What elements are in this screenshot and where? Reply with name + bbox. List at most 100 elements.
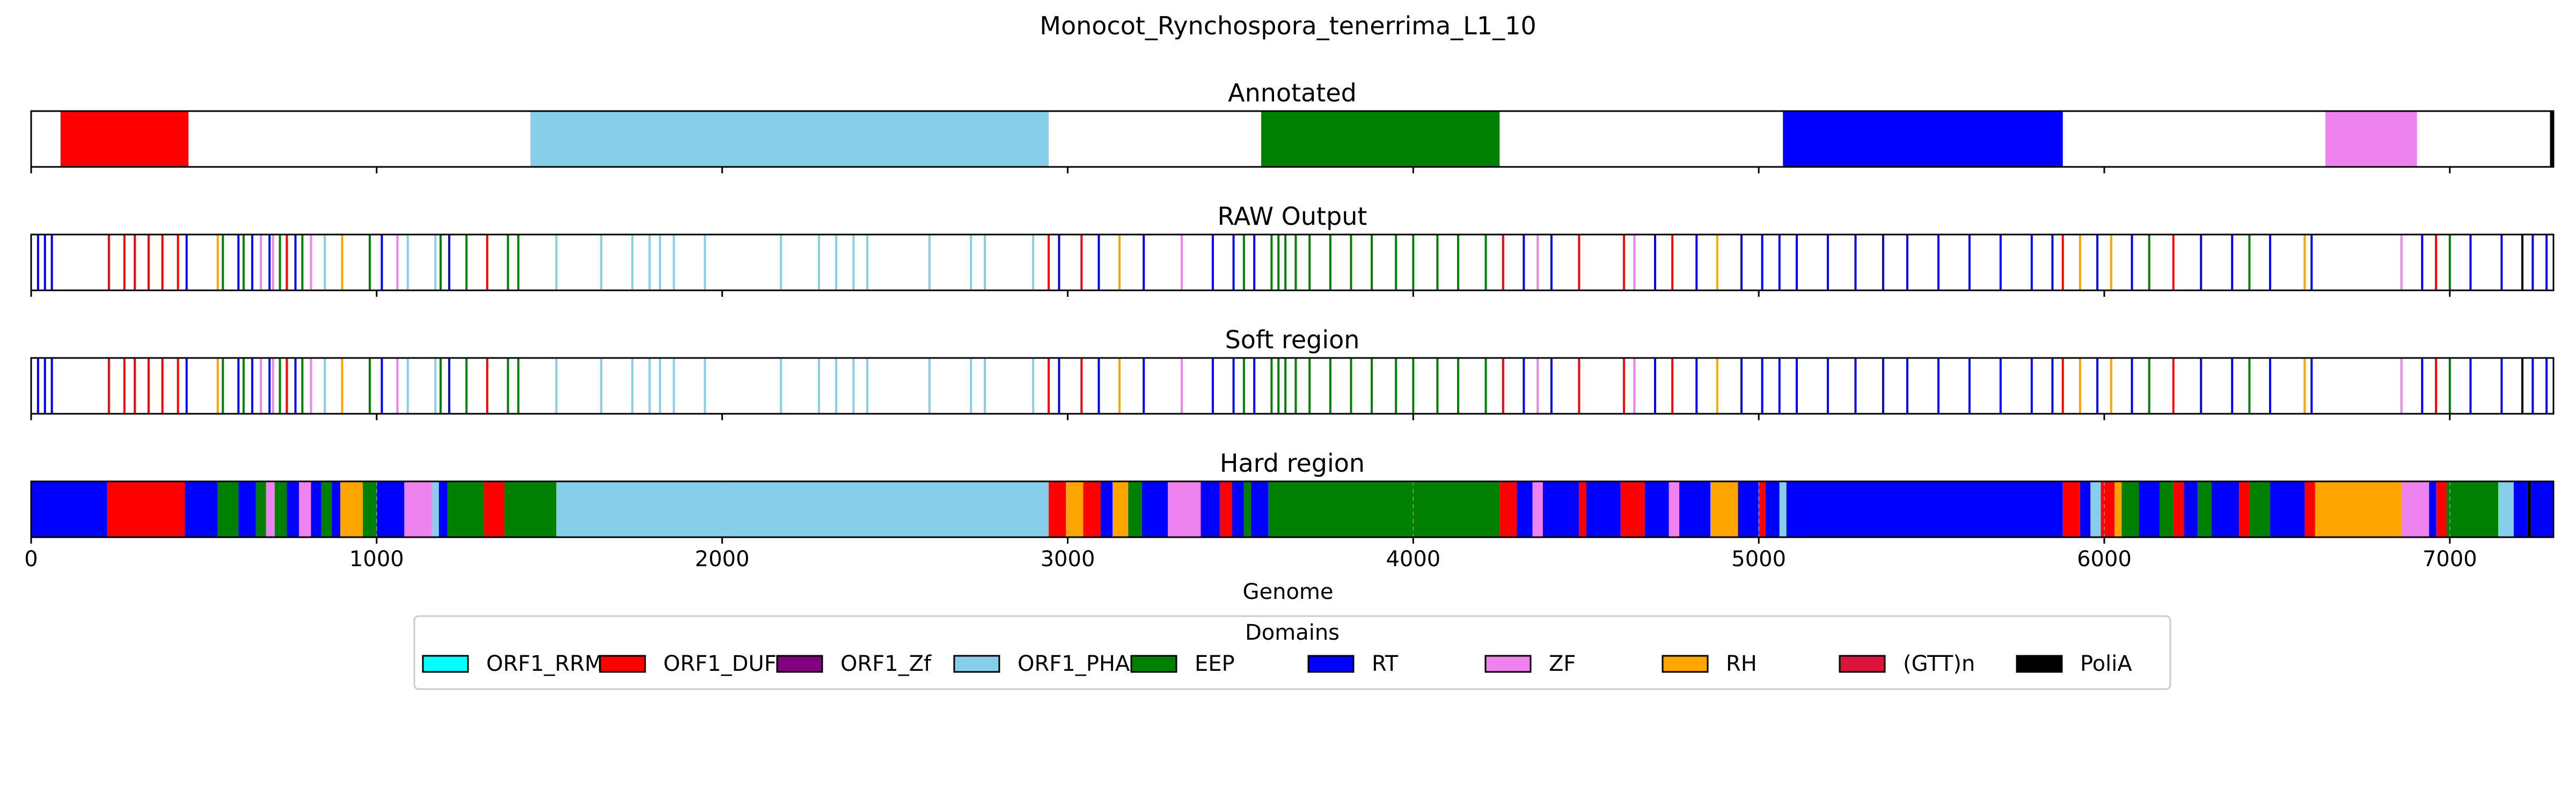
panel-hard-region: Hard region (30, 449, 2555, 544)
legend-label: ORF1_Zf (840, 652, 932, 676)
x-axis-label: Genome (1242, 580, 1333, 604)
segment-rt (1738, 481, 1759, 537)
segment-eep (2121, 481, 2139, 537)
panel-soft-region: Soft region (30, 325, 2555, 420)
legend-swatch (1662, 655, 1709, 673)
segment-rh (2114, 481, 2122, 537)
panel-frame (30, 233, 2555, 291)
segment-eep (1268, 481, 1500, 537)
legend-entry-rt: RT (1307, 652, 1399, 676)
segment-orf1-duf (107, 481, 185, 537)
segment-rt (332, 481, 341, 537)
segment-eep (2197, 481, 2212, 537)
segment-zf (404, 481, 432, 537)
segment-eep (274, 481, 287, 537)
segment-orf1-duf (2101, 481, 2115, 537)
segment-rt (1141, 481, 1168, 537)
panel-frame (30, 110, 2555, 168)
legend: Domains ORF1_RRM ORF1_DUF ORF1_Zf ORF1_PHA EE… (413, 615, 2171, 690)
segment-rt (376, 481, 405, 537)
segment-rt (2429, 481, 2436, 537)
legend-swatch (1130, 655, 1177, 673)
segment-zf (298, 481, 311, 537)
segment-zf (1532, 481, 1543, 537)
panel-title: Soft region (1225, 325, 1360, 354)
segment-orf1-duf (60, 111, 188, 167)
segment-orf1-duf (1759, 481, 1766, 537)
legend-swatch (422, 655, 469, 673)
legend-title: Domains (1245, 620, 1340, 645)
segment-zf (266, 481, 275, 537)
legend-entry-orf1-zf: ORF1_Zf (776, 652, 932, 676)
segment-zf (2401, 481, 2429, 537)
segment-rt (287, 481, 299, 537)
segment-rt (238, 481, 256, 537)
legend-entry-orf1-duf: ORF1_DUF (599, 652, 777, 676)
legend-label: RT (1372, 652, 1399, 676)
segment-rt (1679, 481, 1711, 537)
segment-zf (1168, 481, 1201, 537)
legend-swatch (2016, 655, 2063, 673)
segment-orf1-pha (1779, 481, 1787, 537)
legend-swatch (1839, 655, 1886, 673)
segment-orf1-duf (484, 481, 505, 537)
x-tick-label: 7000 (2423, 547, 2477, 572)
segment-rt (438, 481, 448, 537)
panel-title: RAW Output (1218, 202, 1367, 231)
segment-eep (2160, 481, 2174, 537)
segment-eep (363, 481, 377, 537)
panel-frame (30, 357, 2555, 415)
segment-eep (2446, 481, 2498, 537)
segment-rt (2531, 481, 2553, 537)
segment-orf1-duf (2436, 481, 2447, 537)
segment-rt (1783, 111, 2063, 167)
segment-rh (1066, 481, 1084, 537)
legend-entry-orf1-rrm: ORF1_RRM (422, 652, 603, 676)
segment-eep (504, 481, 557, 537)
segment-zf (1668, 481, 1680, 537)
segment-orf1-duf (1579, 481, 1586, 537)
segment-rt (1100, 481, 1113, 537)
panel-raw-output: RAW Output (30, 202, 2555, 297)
x-tick-label: 1000 (349, 547, 404, 572)
segment-orf1-pha (530, 111, 1049, 167)
segment-rt (1786, 481, 2063, 537)
segment-orf1-duf (1083, 481, 1101, 537)
panel-title: Annotated (1228, 78, 1357, 107)
segment-orf1-pha (2498, 481, 2514, 537)
legend-swatch (776, 655, 823, 673)
segment-rt (1250, 481, 1268, 537)
segment-rt (2211, 481, 2240, 537)
segment-orf1-duf (1620, 481, 1645, 537)
segment-rh (2315, 481, 2402, 537)
segment-rt (2184, 481, 2198, 537)
legend-swatch (953, 655, 1000, 673)
segment-orf1-pha (2090, 481, 2101, 537)
legend-swatch (599, 655, 646, 673)
segment-rh (340, 481, 363, 537)
segment-orf1-duf (2173, 481, 2184, 537)
segment-orf1-duf (2239, 481, 2250, 537)
panel-title: Hard region (1220, 449, 1365, 478)
legend-entry-orf1-pha: ORF1_PHA (953, 652, 1130, 676)
legend-frame (413, 615, 2171, 690)
legend-swatch (1307, 655, 1355, 673)
legend-entry-eep: EEP (1130, 652, 1235, 676)
segment-orf1-pha (431, 481, 439, 537)
legend-label: RH (1726, 652, 1757, 676)
legend-label: (GTT)n (1903, 652, 1975, 676)
legend-swatch (1484, 655, 1532, 673)
segment-rt (2139, 481, 2160, 537)
legend-entry-gtt-n: (GTT)n (1839, 652, 1975, 676)
legend-label: ZF (1549, 652, 1576, 676)
panels: Annotated RAW Output Soft region Hard regio… (24, 78, 2555, 572)
x-tick-label: 5000 (1731, 547, 1786, 572)
legend-label: ORF1_RRM (486, 652, 603, 676)
segment-rt (1766, 481, 1780, 537)
segment-rt (1542, 481, 1579, 537)
segment-rt (2270, 481, 2305, 537)
segment-orf1-duf (1219, 481, 1232, 537)
segment-eep (1261, 111, 1500, 167)
chart-title: Monocot_Rynchospora_tenerrima_L1_10 (1040, 11, 1536, 40)
segment-rt (1517, 481, 1533, 537)
